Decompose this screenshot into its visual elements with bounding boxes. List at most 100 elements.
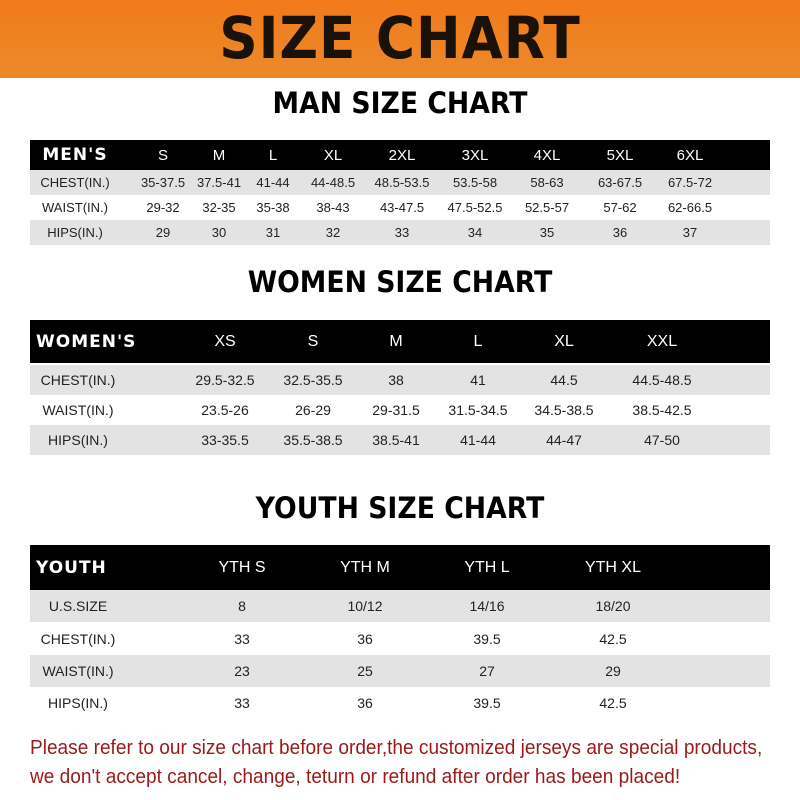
table-row: U.S.SIZE 8 10/12 14/16 18/20 xyxy=(30,590,770,622)
table-header-row: MEN'S S M L XL 2XL 3XL 4XL 5XL 6XL xyxy=(30,140,770,170)
table-cell: 37.5-41 xyxy=(196,175,242,190)
table-cell: 31 xyxy=(265,225,281,240)
table-cell: 34 xyxy=(467,225,483,240)
table-cell: 42.5 xyxy=(599,694,627,711)
size-header: 3XL xyxy=(461,146,489,164)
size-header: S xyxy=(157,146,168,164)
table-cell: 23.5-26 xyxy=(201,402,249,418)
table-cell: 43-47.5 xyxy=(379,200,425,215)
table-row: HIPS(IN.) 33-35.5 35.5-38.5 38.5-41 41-44 44-… xyxy=(30,425,770,455)
table-cell: 53.5-58 xyxy=(452,175,498,190)
table-cell: 35-37.5 xyxy=(140,175,186,190)
table-row: WAIST(IN.) 29-32 32-35 35-38 38-43 43-47.5 47.… xyxy=(30,195,770,220)
size-header: 5XL xyxy=(606,146,634,164)
table-cell: 35-38 xyxy=(256,200,290,215)
table-row: HIPS(IN.) 29 30 31 32 33 34 35 36 37 xyxy=(30,220,770,245)
table-cell: 23 xyxy=(234,663,250,679)
table-corner-label: YOUTH xyxy=(36,557,107,578)
size-header: L xyxy=(473,332,483,350)
table-cell: 25 xyxy=(357,663,373,679)
men-section-title: MAN SIZE CHART xyxy=(272,86,528,120)
notice-line: Please refer to our size chart before or… xyxy=(30,736,763,759)
size-header: YTH M xyxy=(340,558,390,576)
table-cell: 57-62 xyxy=(603,200,637,215)
size-header: 2XL xyxy=(388,146,416,164)
size-header: YTH XL xyxy=(584,558,641,576)
measurement-label: HIPS(IN.) xyxy=(48,432,108,448)
table-cell: 38.5-42.5 xyxy=(632,402,692,418)
table-cell: 34.5-38.5 xyxy=(534,402,594,418)
table-cell: 41-44 xyxy=(256,175,290,190)
table-cell: 67.5-72 xyxy=(667,175,713,190)
table-cell: 44.5 xyxy=(550,372,578,388)
table-cell: 33-35.5 xyxy=(201,432,249,448)
table-cell: 36 xyxy=(357,694,373,711)
measurement-label: CHEST(IN.) xyxy=(40,175,110,190)
measurement-label: CHEST(IN.) xyxy=(40,630,116,647)
table-row: CHEST(IN.) 35-37.5 37.5-41 41-44 44-48.5 48.5… xyxy=(30,170,770,195)
size-header: L xyxy=(268,146,278,164)
table-cell: 32.5-35.5 xyxy=(283,372,343,388)
measurement-label: HIPS(IN.) xyxy=(47,225,103,240)
size-header: YTH L xyxy=(464,558,510,576)
table-cell: 30 xyxy=(211,225,227,240)
table-cell: 18/20 xyxy=(595,598,631,614)
table-cell: 32-35 xyxy=(202,200,236,215)
table-header-row: WOMEN'S XS S M L XL XXL xyxy=(30,320,770,363)
table-cell: 29 xyxy=(155,225,171,240)
table-cell: 48.5-53.5 xyxy=(374,175,430,190)
size-header: 6XL xyxy=(676,146,704,164)
measurement-label: WAIST(IN.) xyxy=(42,663,114,679)
notice-line: we don't accept cancel, change, teturn o… xyxy=(30,765,681,788)
measurement-label: WAIST(IN.) xyxy=(42,402,114,418)
order-notice: Please refer to our size chart before or… xyxy=(30,733,763,791)
table-cell: 52.5-57 xyxy=(524,200,570,215)
table-cell: 38.5-41 xyxy=(372,432,420,448)
table-cell: 39.5 xyxy=(473,630,501,647)
table-cell: 44-47 xyxy=(546,432,582,448)
table-row: WAIST(IN.) 23 25 27 29 xyxy=(30,655,770,687)
measurement-label: HIPS(IN.) xyxy=(48,694,108,711)
size-header: XS xyxy=(214,332,236,350)
size-header: 4XL xyxy=(533,146,561,164)
size-header: XL xyxy=(323,146,343,164)
table-cell: 33 xyxy=(394,225,410,240)
table-row: WAIST(IN.) 23.5-26 26-29 29-31.5 31.5-34.5 34… xyxy=(30,395,770,425)
size-header: XL xyxy=(554,332,574,350)
table-cell: 44.5-48.5 xyxy=(632,372,692,388)
table-cell: 39.5 xyxy=(473,694,501,711)
table-cell: 62-66.5 xyxy=(667,200,713,215)
measurement-label: CHEST(IN.) xyxy=(40,372,116,388)
table-cell: 35 xyxy=(539,225,555,240)
youth-section-title: YOUTH SIZE CHART xyxy=(255,491,545,525)
table-row: CHEST(IN.) 29.5-32.5 32.5-35.5 38 41 44.5 44.5… xyxy=(30,365,770,395)
table-cell: 29-32 xyxy=(146,200,180,215)
table-cell: 38-43 xyxy=(316,200,350,215)
table-cell: 58-63 xyxy=(530,175,564,190)
table-corner-label: MEN'S xyxy=(42,145,108,165)
table-cell: 36 xyxy=(612,225,628,240)
table-cell: 38 xyxy=(388,372,404,388)
table-cell: 63-67.5 xyxy=(597,175,643,190)
table-cell: 14/16 xyxy=(469,598,505,614)
table-cell: 10/12 xyxy=(347,598,383,614)
title-banner: SIZE CHART xyxy=(0,0,800,78)
size-header: YTH S xyxy=(218,558,266,576)
table-cell: 33 xyxy=(234,630,250,647)
measurement-label: WAIST(IN.) xyxy=(42,200,108,215)
table-cell: 26-29 xyxy=(295,402,331,418)
table-cell: 44-48.5 xyxy=(310,175,356,190)
table-cell: 8 xyxy=(238,598,246,614)
table-cell: 31.5-34.5 xyxy=(448,402,508,418)
table-cell: 35.5-38.5 xyxy=(283,432,343,448)
table-row: HIPS(IN.) 33 36 39.5 42.5 xyxy=(30,687,770,718)
table-row: CHEST(IN.) 33 36 39.5 42.5 xyxy=(30,622,770,655)
table-cell: 42.5 xyxy=(599,630,627,647)
table-cell: 32 xyxy=(325,225,341,240)
table-cell: 27 xyxy=(479,663,495,679)
size-header: S xyxy=(307,332,319,350)
table-cell: 29.5-32.5 xyxy=(195,372,255,388)
table-cell: 33 xyxy=(234,694,250,711)
table-cell: 47-50 xyxy=(644,432,680,448)
table-cell: 41 xyxy=(470,372,486,388)
